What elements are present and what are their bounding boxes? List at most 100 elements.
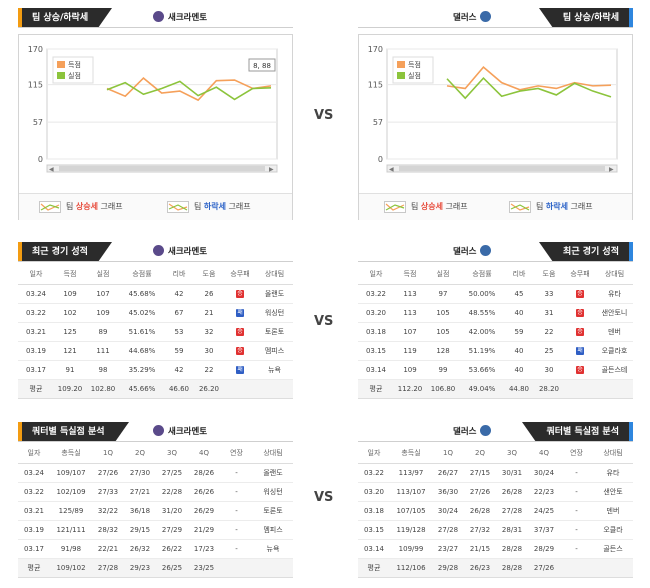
section-title: 팀 상승/하락세 (538, 8, 633, 28)
table-cell: 45.02% (120, 303, 164, 323)
table-cell: 워싱턴 (256, 303, 293, 323)
cell-result: 승 (224, 341, 256, 361)
table-cell: - (560, 463, 593, 483)
table-cell: 91/98 (50, 539, 92, 559)
result-badge: 승 (576, 366, 584, 374)
table-cell: 109 (394, 360, 426, 380)
table-cell: 27/15 (464, 463, 496, 483)
table-cell: 23/27 (432, 539, 464, 559)
quarter-header-right: 댈러스 쿼터별 득실점 분석 (358, 422, 633, 442)
recent-table-right: 일자 득점 실점 승점률 리바 도움 승무패 상대팀 03.22 113 97 50.00% 45 33 승… (358, 265, 633, 399)
table-row: 03.22 102/109 27/33 27/21 22/28 26/26- 워싱턴 (18, 482, 293, 502)
vs-label: VS (314, 490, 334, 505)
table-cell: 토론토 (253, 501, 293, 521)
table-cell: 덴버 (596, 322, 633, 342)
uptrend-graph-icon (39, 201, 61, 213)
table-cell: 평균 (358, 379, 394, 399)
table-cell: 109/102 (50, 558, 92, 578)
average-row: 평균 112/106 29/28 26/23 28/28 27/26 (358, 558, 633, 578)
series-line-score (446, 65, 612, 91)
legend-swatch (57, 61, 65, 68)
legend-swatch (397, 72, 405, 79)
table-cell: 27/32 (464, 520, 496, 540)
table-cell: 30 (534, 360, 564, 380)
table-cell (560, 558, 593, 578)
table-cell: 31/20 (156, 501, 188, 521)
table-cell: 105 (426, 303, 460, 323)
section-title: 최근 경기 성적 (539, 242, 633, 262)
table-cell: 22/28 (156, 482, 188, 502)
y-tick-label: 57 (33, 118, 43, 127)
result-badge: 승 (576, 290, 584, 298)
table-cell: 106.80 (426, 379, 460, 399)
column-header: 승무패 (564, 265, 596, 285)
table-cell: 111 (86, 341, 120, 361)
table-cell: 48.55% (460, 303, 504, 323)
table-cell: 03.22 (18, 303, 54, 323)
table-cell: 40 (504, 341, 534, 361)
trend-header-right: 댈러스 팀 상승/하락세 (358, 8, 633, 28)
table-row: 03.21 125/89 32/22 36/18 31/20 26/29- 토론토 (18, 501, 293, 521)
column-header: 리바 (504, 265, 534, 285)
table-cell: 골든스 (593, 539, 633, 559)
table-cell: 17/23 (188, 539, 220, 559)
series-line-score (106, 77, 272, 102)
table-cell: 112.20 (394, 379, 426, 399)
table-cell: 멤피스 (253, 520, 293, 540)
uptrend-graph-icon (384, 201, 406, 213)
table-cell: 26/28 (464, 501, 496, 521)
table-cell: 22 (534, 322, 564, 342)
table-cell: 26/32 (124, 539, 156, 559)
table-cell: 22 (194, 360, 224, 380)
downtrend-legend: 팀 하락세 그래프 (509, 201, 593, 213)
team-name-left: 새크라멘토 (153, 242, 207, 262)
table-cell (564, 379, 596, 399)
table-cell: 28/32 (92, 520, 124, 540)
table-cell: 21/29 (188, 520, 220, 540)
table-row: 03.19 121/111 28/32 29/15 27/29 21/29- 멤피스 (18, 520, 293, 540)
table-cell: 03.17 (18, 539, 50, 559)
table-cell: 109/107 (50, 463, 92, 483)
mavericks-logo-icon (480, 11, 492, 22)
table-cell: 29/28 (432, 558, 464, 578)
table-cell: 107 (394, 322, 426, 342)
table-cell: 50.00% (460, 284, 504, 304)
cell-result: 패 (224, 360, 256, 380)
table-cell: 44.68% (120, 341, 164, 361)
recent-table-left: 일자 득점 실점 승점률 리바 도움 승무패 상대팀 03.24 109 107 45.68% 42 26… (18, 265, 293, 399)
cell-result: 승 (564, 284, 596, 304)
column-header: 3Q (156, 444, 188, 464)
table-header-row: 일자 득점 실점 승점률 리바 도움 승무패 상대팀 (358, 265, 633, 285)
table-row: 03.20 113/107 36/30 27/26 26/28 22/23- 샌안토 (358, 482, 633, 502)
table-cell: 36/30 (432, 482, 464, 502)
table-cell: 109.20 (54, 379, 86, 399)
uptrend-legend: 팀 상승세 그래프 (384, 201, 468, 213)
table-cell: 03.18 (358, 322, 394, 342)
column-header: 도움 (194, 265, 224, 285)
column-header: 상대팀 (593, 444, 633, 464)
chart-legend-bar: 팀 상승세 그래프 팀 하락세 그래프 (359, 193, 632, 220)
table-cell: 109 (86, 303, 120, 323)
table-row: 03.22 113/97 26/27 27/15 30/31 30/24- 유타 (358, 463, 633, 483)
table-cell: - (560, 482, 593, 502)
y-tick-label: 170 (28, 45, 43, 54)
table-cell: 51.19% (460, 341, 504, 361)
table-cell: 105 (426, 322, 460, 342)
y-tick-label: 0 (38, 155, 43, 164)
table-cell: 유타 (593, 463, 633, 483)
table-cell: 30/24 (528, 463, 560, 483)
cell-result: 승 (224, 322, 256, 342)
table-cell: 샌안토니 (596, 303, 633, 323)
tooltip-text: 8, 88 (253, 62, 271, 70)
table-cell: - (560, 520, 593, 540)
table-cell: 44.80 (504, 379, 534, 399)
table-cell: - (220, 501, 253, 521)
vs-label: VS (314, 108, 334, 123)
table-header-row: 일자 총득실 1Q 2Q 3Q 4Q 연장 상대팀 (18, 444, 293, 464)
recent-header-left: 최근 경기 성적 새크라멘토 (18, 242, 293, 262)
trend-chart-right: 170 115 57 0 ◀ ▶ 득점 실점 팀 상승세 그래프 팀 하락세 그래프 (358, 34, 633, 220)
table-cell: 27/30 (124, 463, 156, 483)
table-row: 03.19 121 111 44.68% 59 30 승 멤피스 (18, 341, 293, 361)
tooltip-box (248, 58, 276, 72)
